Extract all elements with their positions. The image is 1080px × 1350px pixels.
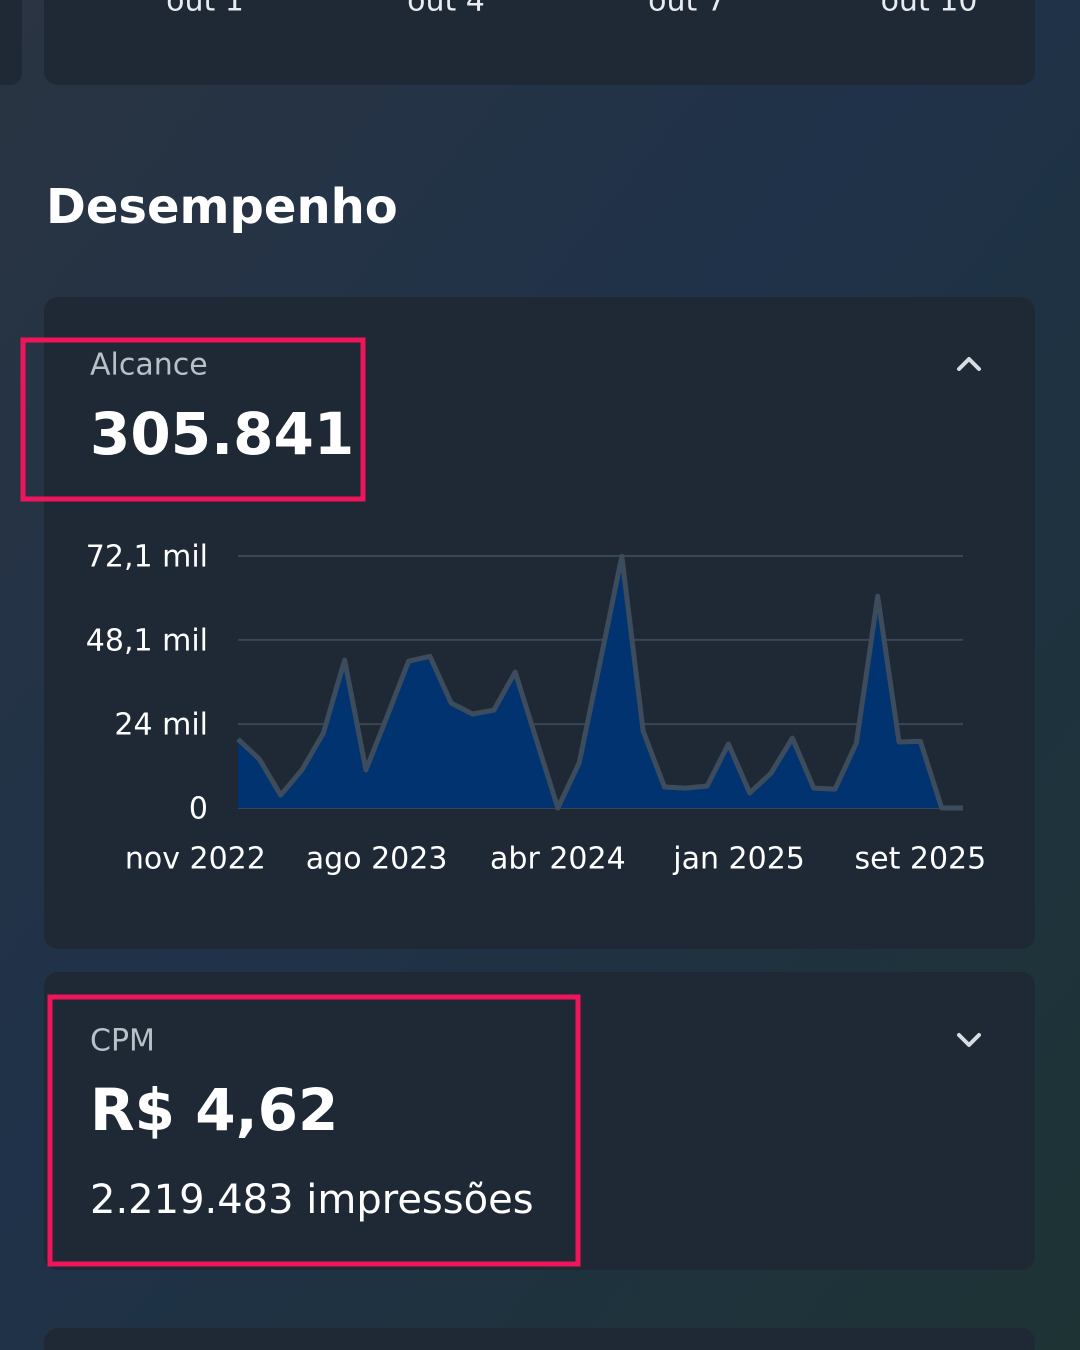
highlight-box — [20, 337, 366, 502]
collapse-chevron[interactable] — [957, 357, 981, 371]
impressions: 2.219.483 impressões — [90, 1177, 534, 1223]
highlight-box — [47, 994, 581, 1267]
x-tick-label: abr 2024 — [490, 842, 626, 877]
x-tick-label: set 2025 — [854, 842, 986, 877]
top-x-label: out 10 — [881, 0, 978, 19]
metric-value: R$ 4,62 — [90, 1076, 338, 1144]
section-title: Desempenho — [46, 179, 398, 235]
metric-label: CPM — [90, 1024, 155, 1059]
side-card — [0, 0, 22, 85]
reach-chart: 0 24 mil 48,1 mil 72,1 mil nov 2022 ago 2023 a… — [86, 540, 986, 877]
y-tick-label: 0 — [189, 792, 208, 827]
top-x-label: out 4 — [407, 0, 485, 19]
x-tick-label: jan 2025 — [672, 842, 805, 877]
top-card — [44, 0, 1035, 85]
next-card — [44, 1328, 1035, 1350]
x-tick-label: nov 2022 — [125, 842, 266, 877]
cpm-card — [44, 972, 1035, 1270]
metric-value: 305.841 — [90, 400, 354, 468]
expand-chevron[interactable] — [957, 1033, 981, 1047]
area — [238, 556, 963, 808]
line — [236, 553, 963, 811]
y-tick-label: 72,1 mil — [86, 540, 208, 575]
x-tick-label: ago 2023 — [306, 842, 448, 877]
y-tick-label: 48,1 mil — [86, 623, 208, 658]
y-tick-label: 24 mil — [114, 708, 208, 743]
top-x-label: out 1 — [166, 0, 244, 19]
metric-label: Alcance — [90, 348, 208, 383]
top-x-label: out 7 — [648, 0, 726, 19]
